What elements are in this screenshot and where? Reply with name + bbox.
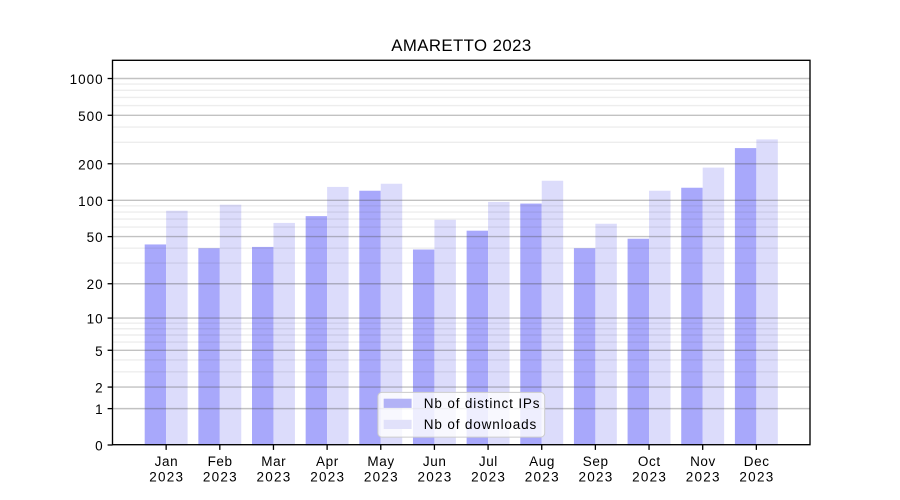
svg-text:2023: 2023	[203, 469, 238, 484]
svg-text:Oct: Oct	[638, 454, 661, 469]
svg-text:Jun: Jun	[423, 454, 447, 469]
svg-text:Aug: Aug	[529, 454, 555, 469]
svg-text:Jul: Jul	[479, 454, 498, 469]
svg-text:50: 50	[87, 230, 104, 245]
svg-text:2023: 2023	[417, 469, 452, 484]
svg-text:500: 500	[78, 109, 104, 124]
svg-text:2023: 2023	[686, 469, 721, 484]
svg-text:20: 20	[87, 277, 104, 292]
svg-text:2023: 2023	[257, 469, 292, 484]
svg-text:1: 1	[95, 402, 104, 417]
svg-text:Dec: Dec	[744, 454, 770, 469]
svg-text:Mar: Mar	[261, 454, 286, 469]
svg-text:Nov: Nov	[690, 454, 716, 469]
svg-text:Jan: Jan	[155, 454, 179, 469]
svg-text:1000: 1000	[70, 72, 104, 87]
svg-text:200: 200	[78, 157, 104, 172]
svg-text:Nb of distinct IPs: Nb of distinct IPs	[424, 396, 541, 411]
svg-text:10: 10	[87, 312, 104, 327]
svg-text:2023: 2023	[149, 469, 184, 484]
svg-text:Apr: Apr	[316, 454, 339, 469]
svg-text:2: 2	[95, 381, 104, 396]
svg-text:Sep: Sep	[583, 454, 609, 469]
svg-text:AMARETTO 2023: AMARETTO 2023	[391, 36, 531, 55]
svg-text:2023: 2023	[525, 469, 560, 484]
svg-text:2023: 2023	[471, 469, 506, 484]
svg-text:2023: 2023	[739, 469, 774, 484]
svg-text:2023: 2023	[578, 469, 613, 484]
svg-text:Nb of downloads: Nb of downloads	[424, 417, 537, 432]
svg-text:0: 0	[95, 439, 104, 454]
svg-text:100: 100	[78, 194, 104, 209]
svg-text:2023: 2023	[364, 469, 399, 484]
svg-text:2023: 2023	[632, 469, 667, 484]
svg-text:May: May	[367, 454, 394, 469]
svg-text:Feb: Feb	[208, 454, 233, 469]
svg-text:5: 5	[95, 344, 104, 359]
svg-text:2023: 2023	[310, 469, 345, 484]
